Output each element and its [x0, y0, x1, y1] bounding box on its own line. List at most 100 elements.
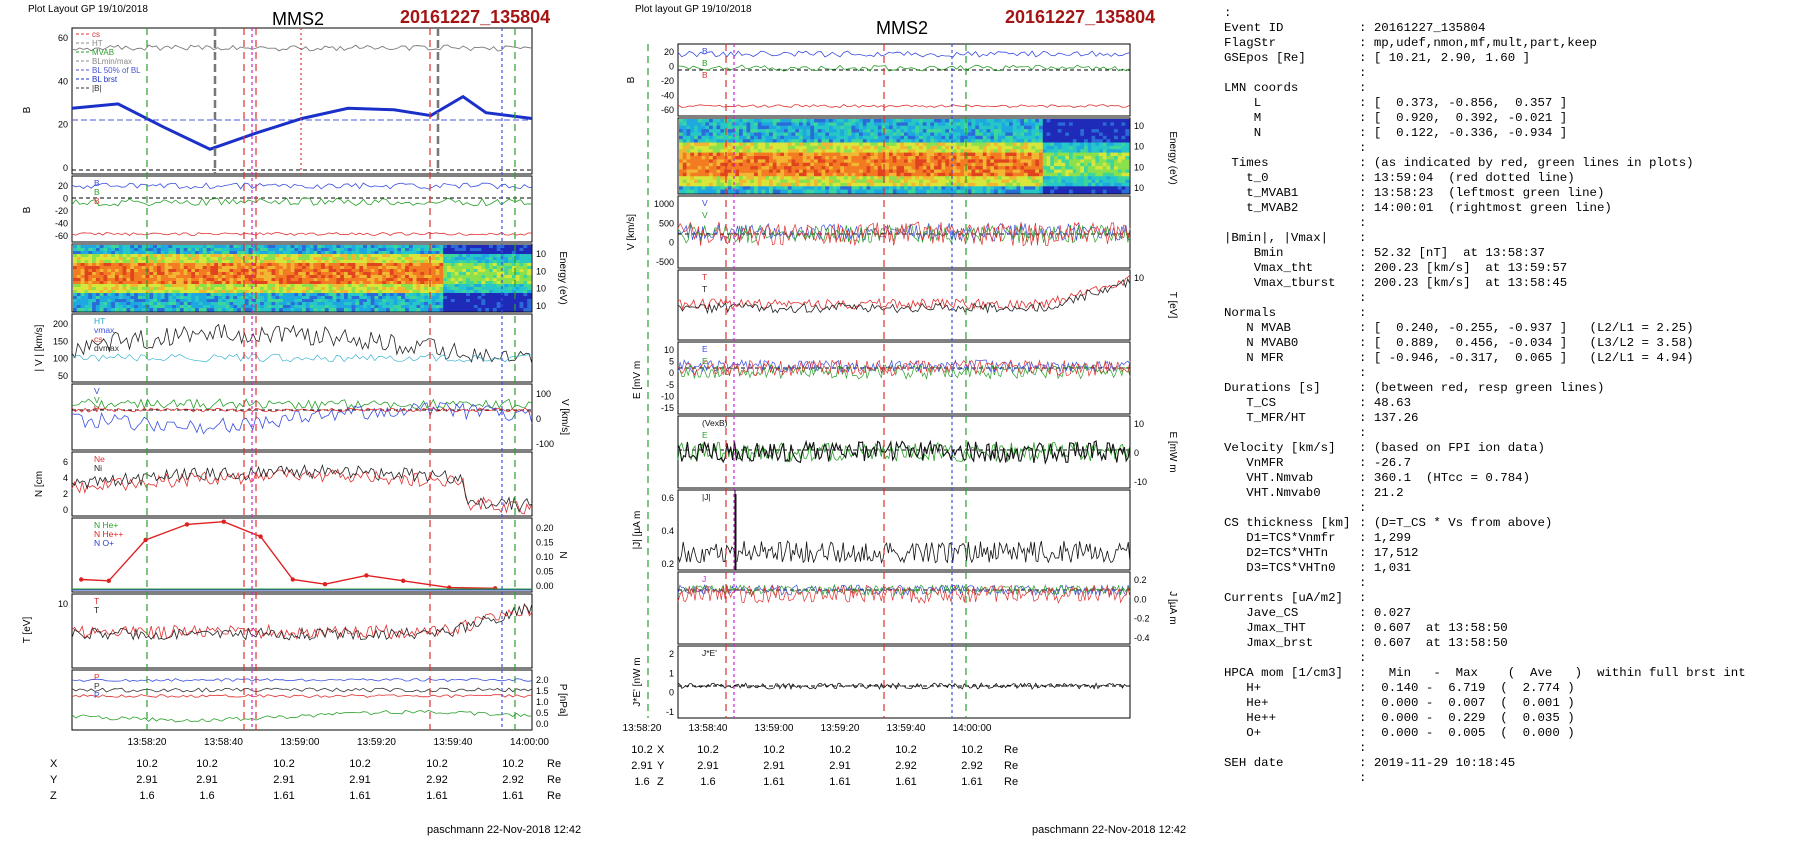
right-panel-5: [677, 341, 1131, 415]
info-value: : 13:59:04 (red dotted line): [1359, 171, 1575, 185]
right-p7-ytick: 0.6: [661, 493, 674, 503]
right-p6-ytick: 0: [1134, 448, 1139, 458]
right-p2-ytick: 10: [1134, 162, 1144, 172]
right-em-series: [677, 363, 1131, 380]
info-value: : 0.000 - 0.229 ( 0.035 ): [1359, 711, 1575, 725]
left-legend-label: cs: [92, 30, 100, 39]
info-value: : (between red, resp green lines): [1359, 381, 1605, 395]
left-ni-series: [71, 463, 533, 513]
left-bl-series: [71, 182, 533, 190]
right-jm-series: [677, 583, 1131, 597]
info-value: : [ 0.122, -0.336, -0.934 ]: [1359, 126, 1568, 140]
right-panel-7: [677, 489, 1131, 571]
info-row: :: [1224, 741, 1802, 756]
right-p1-legend: B: [702, 70, 708, 80]
left-p7-legend: N He+: [94, 520, 118, 530]
right-p8-legend: J: [702, 586, 706, 596]
eph-value: 10.2: [349, 758, 371, 770]
eph-value: 2.92: [426, 774, 448, 786]
info-key: [1224, 366, 1359, 381]
info-value: : 20161227_135804: [1359, 21, 1486, 35]
info-value: : 0.000 - 0.007 ( 0.001 ): [1359, 696, 1575, 710]
info-row: Vmax_tburst: 200.23 [km/s] at 13:58:45: [1224, 276, 1802, 291]
right-ylabel: B: [626, 76, 637, 83]
left-event-id: 20161227_135804: [400, 7, 551, 27]
right-panel-8: [677, 571, 1131, 645]
eph-value: 2.91: [763, 760, 785, 772]
left-tperp-series: [71, 603, 533, 641]
eph-value: 10.2: [697, 744, 719, 756]
right-p5-ytick: 0: [669, 368, 674, 378]
info-key: He+: [1224, 696, 1269, 710]
left-p5-ytick: 100: [536, 389, 551, 399]
info-value: : 21.2: [1359, 486, 1404, 500]
right-ylabel: Energy (eV): [1167, 131, 1178, 184]
left-p9-ytick: 1.0: [536, 697, 549, 707]
info-value: :: [1359, 81, 1367, 95]
left-p6-ytick: 0: [63, 505, 68, 515]
info-value: : mp,udef,nmon,mf,mult,part,keep: [1359, 36, 1597, 50]
right-p9-ytick: 0: [669, 688, 674, 698]
info-key: Jmax_brst: [1224, 636, 1314, 650]
left-p7-legend: N He++: [94, 529, 123, 539]
info-value: : 0.607 at 13:58:50: [1359, 636, 1508, 650]
left-vn-series: [71, 407, 533, 413]
right-xtick: 14:00:00: [953, 723, 992, 734]
left-p1-ytick: 20: [58, 120, 68, 130]
left-p9-legend: P: [94, 681, 100, 691]
left-ylabel: Energy (eV): [557, 251, 568, 304]
left-p2-legend: B: [94, 187, 100, 197]
eph-unit: Re: [1004, 776, 1019, 788]
info-row: N MFR: [ -0.946, -0.317, 0.065 ] (L2/L1 …: [1224, 351, 1802, 366]
info-row: D3=TCS*VHTn0: 1,031: [1224, 561, 1802, 576]
right-xtick: 13:58:20: [623, 723, 662, 734]
info-key: t_MVAB1: [1224, 186, 1299, 200]
left-p9-ytick: 0.5: [536, 708, 549, 718]
right-p8-ytick: -0.2: [1134, 614, 1150, 624]
left-legend-label: |B|: [92, 84, 102, 93]
info-value: :: [1359, 651, 1367, 665]
info-row: :: [1224, 651, 1802, 666]
eph-label: X: [50, 758, 58, 770]
left-ne-series: [71, 468, 533, 515]
info-value: : 0.607 at 13:58:50: [1359, 621, 1508, 635]
left-p6-ytick: 6: [63, 457, 68, 467]
right-p3-ytick: 1000: [654, 199, 674, 209]
left-p8-legend: T: [94, 596, 99, 606]
right-p7-legend: |J|: [702, 492, 711, 502]
eph-value: 1.61: [502, 790, 524, 802]
left-panel-7: [71, 517, 533, 593]
info-key: LMN coords: [1224, 81, 1299, 95]
right-p3-legend: V: [702, 198, 708, 208]
right-jmag-series: [677, 540, 1131, 564]
info-key: VnMFR: [1224, 456, 1284, 470]
eph-label: X: [657, 744, 665, 756]
left-hepp-point: [184, 522, 190, 527]
eph-label: Y: [50, 774, 58, 786]
info-row: :: [1224, 501, 1802, 516]
info-row: :: [1224, 141, 1802, 156]
info-value: : 13:58:23 (leftmost green line): [1359, 186, 1605, 200]
right-xtick: 13:59:20: [821, 723, 860, 734]
right-p3-legend: V: [702, 210, 708, 220]
left-xtick: 13:58:40: [204, 737, 243, 748]
left-spacecraft-title: MMS2: [272, 9, 325, 29]
eph-value: 1.61: [763, 776, 785, 788]
eph-value: 10.2: [196, 758, 218, 770]
info-value: : (based on FPI ion data): [1359, 441, 1545, 455]
left-hepp-series: [81, 520, 496, 589]
left-xtick: 13:59:20: [357, 737, 396, 748]
info-row: Bmin: 52.32 [nT] at 13:58:37: [1224, 246, 1802, 261]
left-p7-ytick: 0.15: [536, 538, 554, 548]
right-ylabel: T [eV]: [1167, 292, 1178, 319]
right-tperp-series: [677, 277, 1131, 315]
left-p9-legend: P: [94, 690, 100, 700]
info-value: : Min - Max ( Ave ) within full brst int: [1359, 666, 1746, 680]
info-row: Event ID: 20161227_135804: [1224, 21, 1802, 36]
left-ylabel: N [cm: [34, 471, 45, 497]
left-vl-series: [71, 398, 533, 410]
info-value: : 48.63: [1359, 396, 1412, 410]
info-key: M: [1224, 111, 1262, 125]
right-p9-ytick: -1: [666, 707, 674, 717]
right-xtick: 13:59:00: [755, 723, 794, 734]
